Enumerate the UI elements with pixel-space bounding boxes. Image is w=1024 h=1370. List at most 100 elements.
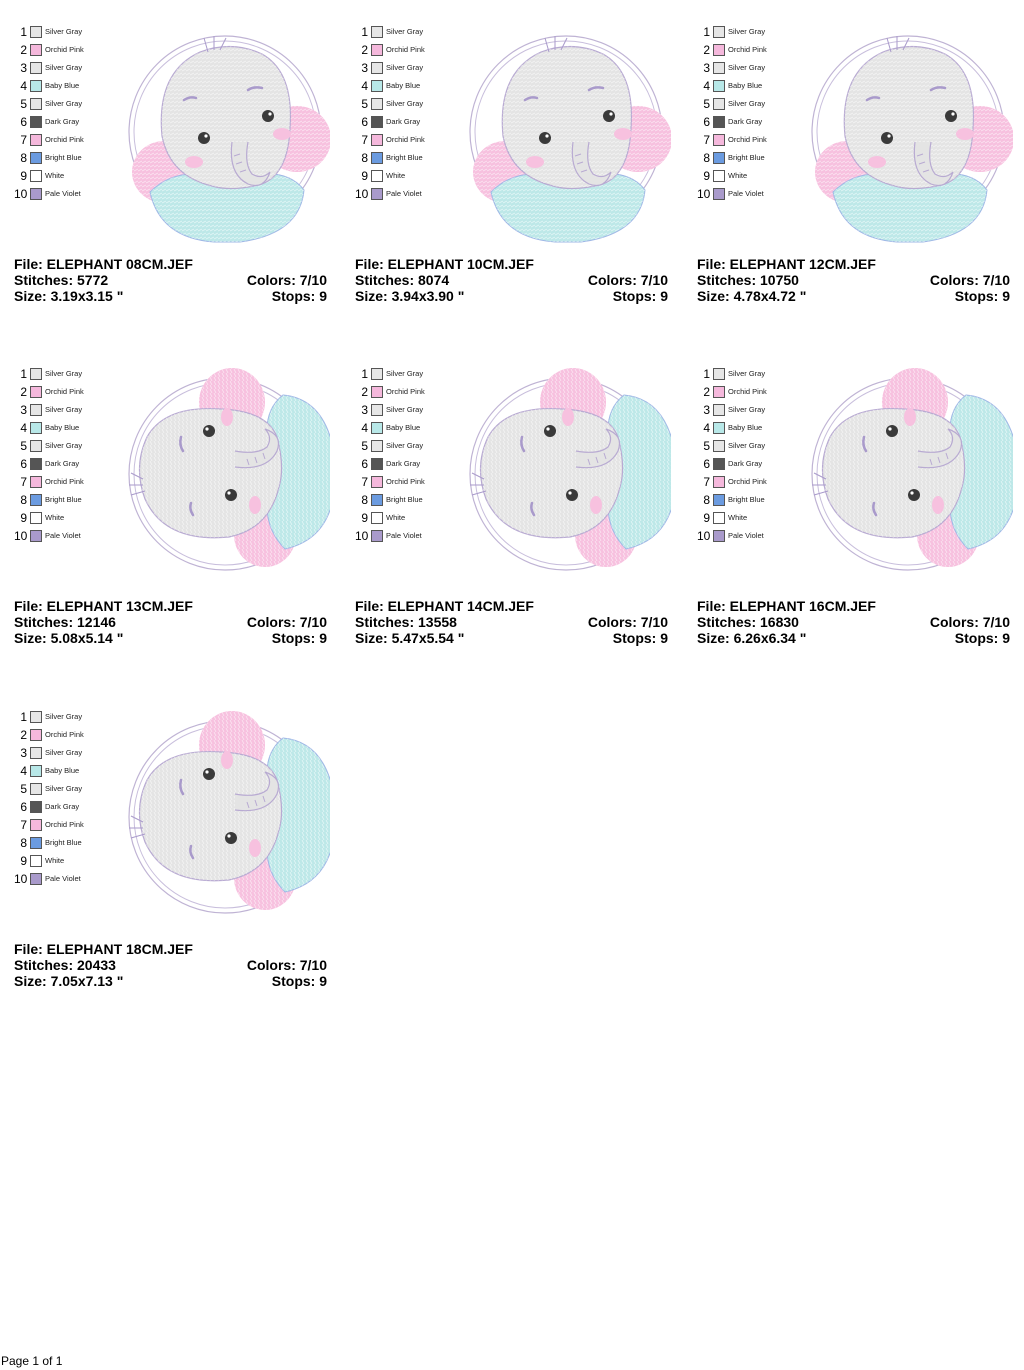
thread-swatch [713, 44, 725, 56]
design-info: File: ELEPHANT 13CM.JEF Stitches: 12146 Co… [14, 598, 327, 646]
thread-swatch [713, 404, 725, 416]
stop-count: Stops: 9 [271, 973, 327, 989]
design-size: Size: 5.47x5.54 " [355, 630, 465, 646]
stitch-count: Stitches: 20433 [14, 957, 116, 973]
thread-name: Silver Gray [728, 27, 766, 36]
thread-swatch [30, 711, 42, 723]
thread-number: 2 [20, 385, 27, 399]
thread-name: Silver Gray [45, 63, 83, 72]
thread-color-item: 3 Silver Gray [14, 745, 124, 763]
thread-number: 3 [20, 746, 27, 760]
thread-name: White [728, 171, 748, 180]
thread-swatch [30, 801, 42, 813]
elephant-embroidery-preview [122, 24, 331, 248]
thread-swatch [30, 422, 42, 434]
elephant-embroidery-preview [463, 24, 672, 248]
thread-number: 3 [20, 61, 27, 75]
thread-name: Silver Gray [386, 27, 424, 36]
thread-number: 10 [355, 187, 369, 201]
thread-swatch [713, 188, 725, 200]
thread-name: White [728, 513, 748, 522]
thread-number: 2 [361, 385, 368, 399]
thread-swatch [713, 134, 725, 146]
thread-number: 8 [361, 151, 368, 165]
thread-number: 5 [20, 97, 27, 111]
thread-color-item: 2 Orchid Pink [355, 42, 465, 60]
thread-name: Orchid Pink [45, 387, 84, 396]
thread-number: 8 [20, 151, 27, 165]
thread-swatch [30, 747, 42, 759]
thread-color-item: 1 Silver Gray [355, 366, 465, 384]
thread-color-item: 5 Silver Gray [14, 781, 124, 799]
thread-swatch [371, 80, 383, 92]
color-count: Colors: 7/10 [929, 272, 1010, 288]
thread-color-item: 10 Pale Violet [14, 186, 124, 204]
thread-number: 6 [20, 115, 27, 129]
stop-count: Stops: 9 [954, 288, 1010, 304]
thread-swatch [371, 476, 383, 488]
thread-name: Dark Gray [386, 117, 421, 126]
thread-swatch [30, 98, 42, 110]
thread-swatch [371, 188, 383, 200]
thread-color-item: 9 White [355, 168, 465, 186]
thread-color-item: 2 Orchid Pink [355, 384, 465, 402]
thread-name: White [45, 513, 65, 522]
thread-color-item: 8 Bright Blue [697, 150, 807, 168]
stop-count: Stops: 9 [612, 630, 668, 646]
thread-swatch [713, 494, 725, 506]
thread-color-item: 7 Orchid Pink [14, 132, 124, 150]
thread-color-item: 2 Orchid Pink [14, 42, 124, 60]
thread-color-item: 6 Dark Gray [697, 456, 807, 474]
thread-swatch [371, 368, 383, 380]
color-count: Colors: 7/10 [246, 272, 327, 288]
thread-color-item: 4 Baby Blue [14, 78, 124, 96]
thread-color-item: 9 White [697, 168, 807, 186]
thread-swatch [30, 729, 42, 741]
thread-swatch [30, 188, 42, 200]
thread-name: Dark Gray [45, 802, 80, 811]
stitch-count: Stitches: 5772 [14, 272, 109, 288]
thread-name: Silver Gray [728, 405, 766, 414]
thread-color-item: 9 White [697, 510, 807, 528]
thread-swatch [713, 152, 725, 164]
elephant-embroidery-preview [463, 366, 677, 590]
design-info: File: ELEPHANT 16CM.JEF Stitches: 16830 Co… [697, 598, 1010, 646]
design-size: Size: 4.78x4.72 " [697, 288, 807, 304]
thread-color-item: 7 Orchid Pink [697, 132, 807, 150]
thread-name: Silver Gray [45, 99, 83, 108]
design-card: 1 Silver Gray 2 Orchid Pink 3 Silver Gray 4 Bab… [14, 709, 336, 1009]
thread-swatch [713, 512, 725, 524]
thread-color-item: 10 Pale Violet [14, 528, 124, 546]
thread-color-item: 2 Orchid Pink [697, 384, 807, 402]
thread-swatch [30, 404, 42, 416]
thread-number: 4 [20, 421, 27, 435]
thread-color-item: 9 White [14, 168, 124, 186]
thread-swatch [30, 368, 42, 380]
design-card: 1 Silver Gray 2 Orchid Pink 3 Silver Gray 4 Bab… [14, 24, 334, 324]
thread-swatch [371, 386, 383, 398]
thread-swatch [30, 530, 42, 542]
thread-name: White [386, 513, 406, 522]
thread-name: Silver Gray [386, 99, 424, 108]
thread-number: 1 [361, 25, 368, 39]
thread-name: Pale Violet [45, 874, 81, 883]
thread-number: 10 [355, 529, 369, 543]
thread-name: Bright Blue [45, 838, 82, 847]
thread-color-item: 4 Baby Blue [355, 420, 465, 438]
thread-swatch [30, 152, 42, 164]
design-size: Size: 3.94x3.90 " [355, 288, 465, 304]
thread-number: 1 [703, 25, 710, 39]
thread-color-item: 5 Silver Gray [697, 96, 807, 114]
thread-color-item: 1 Silver Gray [14, 709, 124, 727]
thread-swatch [30, 837, 42, 849]
thread-color-list: 1 Silver Gray 2 Orchid Pink 3 Silver Gray 4 Bab… [14, 709, 124, 889]
thread-color-item: 4 Baby Blue [14, 420, 124, 438]
file-name: File: ELEPHANT 18CM.JEF [14, 941, 193, 957]
thread-color-item: 10 Pale Violet [355, 528, 465, 546]
design-card: 1 Silver Gray 2 Orchid Pink 3 Silver Gray 4 Bab… [697, 366, 1019, 666]
thread-color-item: 6 Dark Gray [355, 456, 465, 474]
thread-name: Silver Gray [45, 27, 83, 36]
thread-color-item: 6 Dark Gray [14, 799, 124, 817]
thread-number: 1 [20, 25, 27, 39]
file-name: File: ELEPHANT 14CM.JEF [355, 598, 534, 614]
